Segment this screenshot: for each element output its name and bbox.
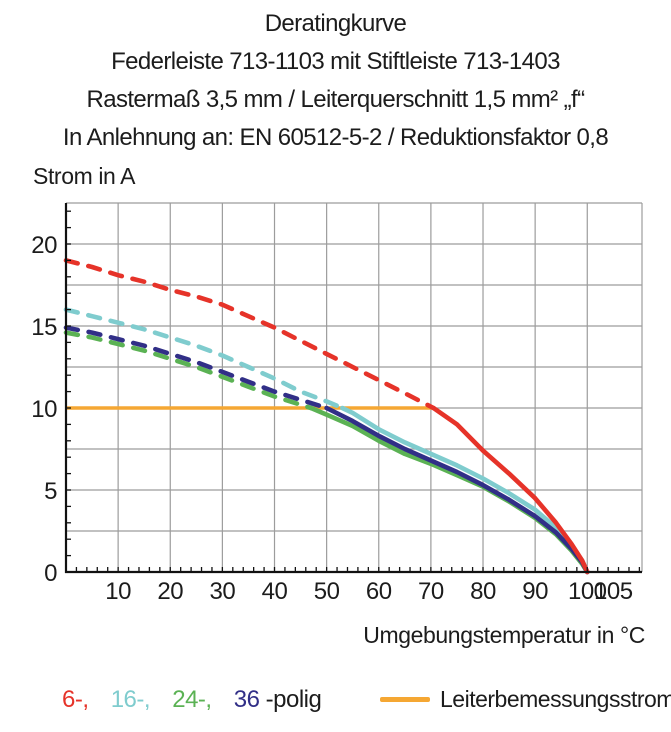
series-curve: [431, 405, 590, 575]
legend-item-polig-suffix: -polig: [265, 686, 322, 713]
tick-label: 10: [105, 578, 131, 605]
tick-label: 90: [522, 578, 548, 605]
legend-item-6pole: 6-,: [62, 686, 89, 713]
legend-item-16pole: 16-,: [110, 686, 151, 713]
series-curve: [324, 405, 590, 575]
tick-label: 50: [314, 578, 340, 605]
tick-label: 70: [418, 578, 444, 605]
series-curve: [63, 307, 345, 411]
tick-label: 10: [31, 396, 57, 423]
subtitle-pitch-cross-section: Rastermaß 3,5 mm / Leiterquerschnitt 1,5…: [86, 86, 585, 113]
page-title: Deratingkurve: [264, 10, 407, 37]
series-curve: [63, 330, 314, 411]
rated-current-label: Leiterbemessungsstrom: [440, 686, 671, 712]
rated-current-line-swatch: [380, 697, 430, 702]
subtitle-connectors: Federleiste 713-1103 mit Stiftleiste 713…: [111, 48, 560, 75]
legend-item-36pole: 36: [233, 686, 260, 713]
chart-header: Deratingkurve Federleiste 713-1103 mit S…: [0, 5, 671, 157]
legend-rated-current: Leiterbemessungsstrom: [380, 686, 671, 713]
tick-label: 60: [366, 578, 392, 605]
tick-label: 20: [157, 578, 183, 605]
series-curve: [63, 258, 436, 411]
tick-label: 105: [594, 578, 633, 605]
tick-label: 15: [31, 314, 57, 341]
tick-label: 5: [44, 478, 57, 505]
series-curve: [63, 325, 329, 411]
legend-item-24pole: 24-,: [172, 686, 212, 713]
tick-label: 80: [470, 578, 496, 605]
subtitle-standard: In Anlehnung an: EN 60512-5-2 / Reduktio…: [62, 124, 609, 151]
y-axis-title: Strom in A: [33, 163, 136, 189]
x-axis-title: Umgebungstemperatur in °C: [363, 622, 645, 648]
tick-label: 100: [568, 578, 607, 605]
tick-label: 20: [31, 232, 57, 259]
tick-label: 30: [210, 578, 236, 605]
tick-label: 0: [44, 560, 57, 587]
tick-label: 40: [262, 578, 288, 605]
legend-pole-counts: 6-, 16-, 24-, 36 -polig: [62, 686, 322, 714]
